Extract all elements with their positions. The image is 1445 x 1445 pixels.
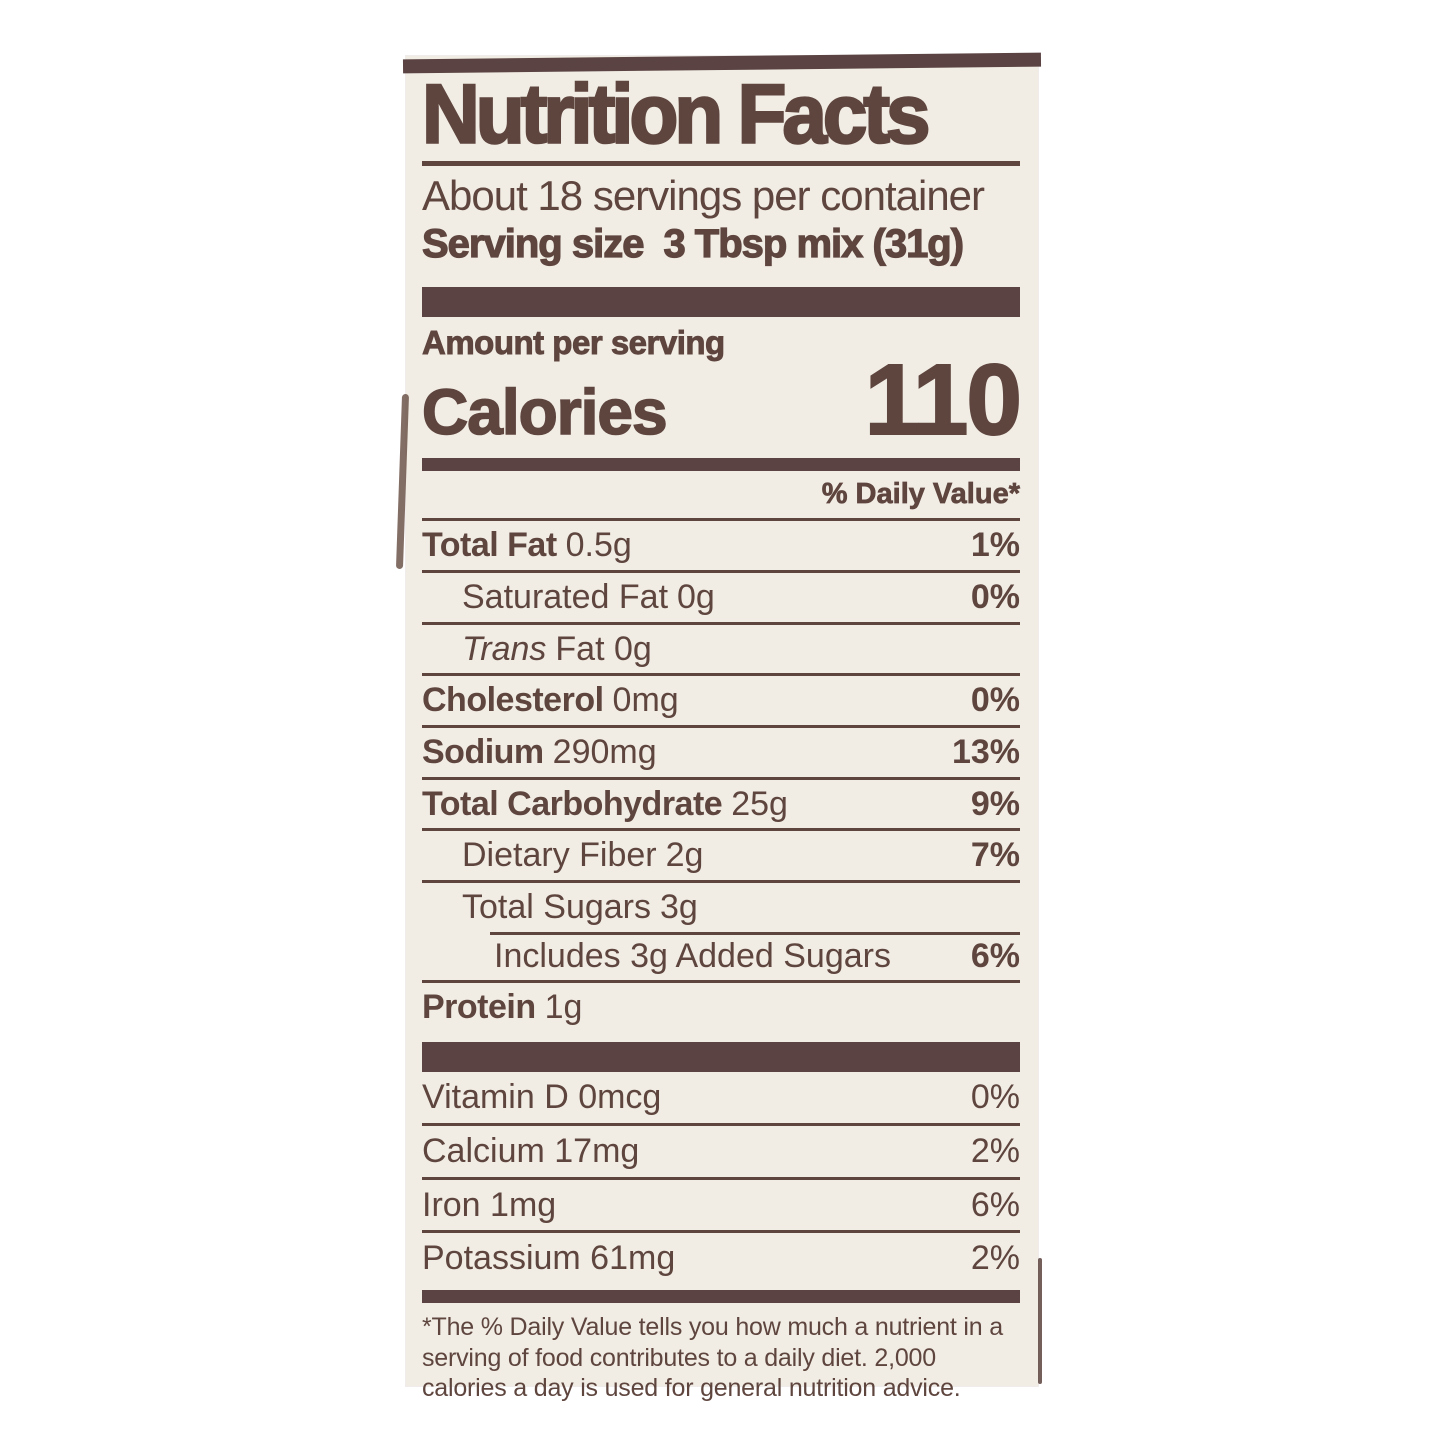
row-sodium: Sodium 290mg 13% [422,725,1020,777]
row-iron: Iron 1mg 6% [422,1176,1020,1231]
title-divider [422,161,1020,166]
calories-label: Calories [421,376,668,449]
daily-value: 2% [970,1131,1020,1170]
calories-row: Calories 110 [421,344,1023,457]
row-saturated-fat: Saturated Fat 0g 0% [422,569,1020,622]
servings-per-container: About 18 servings per container [422,172,985,219]
row-calcium: Calcium 17mg 2% [422,1122,1020,1177]
daily-value: 9% [970,784,1020,823]
nutrient-rows: Total Fat 0.5g 1% Saturated Fat 0g 0% Tran… [422,518,1020,1032]
row-trans-fat: Trans Fat 0g [422,621,1020,674]
daily-value: 13% [951,733,1020,772]
panel-title: Nutrition Facts [421,67,932,161]
label-right-edge [1038,1258,1042,1384]
section-divider-thick [422,287,1020,318]
row-dietary-fiber: Dietary Fiber 2g 7% [422,828,1020,880]
row-total-fat: Total Fat 0.5g 1% [422,518,1020,570]
daily-value: 0% [970,577,1020,616]
serving-size-row: Serving size 3 Tbsp mix (31g) [421,222,1020,267]
calories-value: 110 [864,344,1023,457]
row-added-sugars: Includes 3g Added Sugars 6% [422,931,1020,981]
daily-value: 6% [970,1185,1020,1224]
row-vitamin-d: Vitamin D 0mcg 0% [422,1078,1020,1117]
daily-value: 7% [970,836,1020,875]
nutrition-facts-panel: Nutrition Facts About 18 servings per co… [395,52,1042,1402]
label-content: Nutrition Facts About 18 servings per co… [406,67,1038,1404]
daily-value-header: % Daily Value* [821,478,1020,511]
daily-value: 0% [970,681,1020,720]
serving-size-label: Serving size [421,222,645,267]
row-potassium: Potassium 61mg 2% [422,1230,1020,1284]
amount-per-serving-label: Amount per serving [422,324,726,362]
row-cholesterol: Cholesterol 0mg 0% [422,673,1020,725]
row-total-sugars: Total Sugars 3g [422,880,1020,932]
daily-value: 0% [970,1078,1020,1117]
micronutrient-rows: Vitamin D 0mcg 0% Calcium 17mg 2% Iron 1… [422,1072,1020,1284]
daily-value: 6% [970,936,1020,975]
section-divider-thick [422,1042,1020,1073]
daily-value-footnote: *The % Daily Value tells you how much a … [422,1312,1003,1403]
footnote-divider [422,1289,1020,1303]
row-total-carbohydrate: Total Carbohydrate 25g 9% [422,776,1020,829]
serving-size-value: 3 Tbsp mix (31g) [663,222,965,267]
calories-divider [422,458,1020,472]
daily-value: 2% [970,1239,1020,1278]
row-protein: Protein 1g [422,980,1020,1032]
daily-value: 1% [970,526,1020,565]
